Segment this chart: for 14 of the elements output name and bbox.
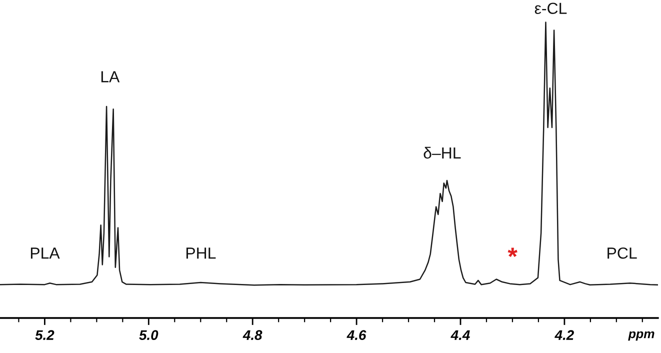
x-tick-label: 4.2 — [554, 330, 574, 340]
annotation: PHL — [186, 248, 216, 259]
x-tick-label: 5.0 — [139, 330, 158, 340]
x-tick-label: 5.2 — [35, 330, 54, 340]
annotation: PLA — [30, 248, 60, 259]
annotation: PCL — [608, 247, 637, 259]
x-tick-label: 4.6 — [346, 330, 366, 340]
annotation: LA — [101, 71, 120, 82]
annotation: δ–HL — [424, 146, 461, 159]
x-axis-title: ppm — [628, 331, 654, 341]
text: ε-CL — [534, 2, 567, 14]
annotation: * — [508, 248, 518, 258]
x-tick-label: 4.4 — [450, 330, 470, 340]
x-tick-label: 4.8 — [242, 330, 262, 340]
